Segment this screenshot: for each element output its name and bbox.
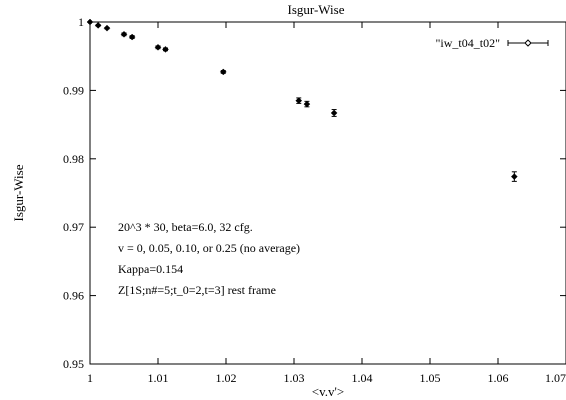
data-point bbox=[295, 97, 303, 105]
legend-label: "iw_t04_t02" bbox=[436, 36, 501, 50]
x-tick-label: 1.04 bbox=[352, 371, 373, 385]
y-tick-label: 1 bbox=[78, 15, 84, 29]
annotation-velocities: v = 0, 0.05, 0.10, or 0.25 (no average) bbox=[118, 241, 300, 255]
chart-annotations: 20^3 * 30, beta=6.0, 32 cfg. v = 0, 0.05… bbox=[118, 220, 300, 297]
y-tick-label: 0.97 bbox=[63, 220, 84, 234]
annotation-kappa: Kappa=0.154 bbox=[118, 262, 183, 276]
legend-marker bbox=[507, 39, 549, 47]
diamond-marker bbox=[295, 97, 303, 105]
data-point bbox=[103, 24, 111, 32]
data-point bbox=[86, 18, 94, 26]
diamond-marker bbox=[330, 109, 338, 117]
data-point bbox=[154, 43, 162, 51]
x-tick-label: 1.01 bbox=[148, 371, 169, 385]
data-point bbox=[330, 109, 338, 117]
diamond-marker bbox=[303, 100, 311, 108]
plot-border bbox=[89, 21, 566, 365]
y-tick-label: 0.96 bbox=[63, 289, 84, 303]
diamond-marker bbox=[120, 30, 128, 38]
x-tick-label: 1.03 bbox=[284, 371, 305, 385]
diamond-marker bbox=[219, 68, 227, 76]
diamond-marker bbox=[128, 33, 136, 41]
y-axis-ticks: 0.95 0.96 0.97 0.98 0.99 1 bbox=[63, 15, 566, 371]
data-point bbox=[510, 171, 518, 182]
data-point bbox=[120, 30, 128, 38]
x-tick-label: 1.06 bbox=[488, 371, 509, 385]
annotation-lattice: 20^3 * 30, beta=6.0, 32 cfg. bbox=[118, 220, 253, 234]
chart-title: Isgur-Wise bbox=[288, 2, 345, 17]
y-axis-label: Isgur-Wise bbox=[11, 164, 26, 221]
data-point bbox=[303, 100, 311, 108]
data-point bbox=[94, 22, 102, 29]
legend-diamond-icon bbox=[524, 39, 532, 47]
data-point bbox=[128, 33, 136, 41]
diamond-marker bbox=[94, 22, 102, 29]
x-tick-label: 1.02 bbox=[216, 371, 237, 385]
x-tick-label: 1.07 bbox=[545, 371, 566, 385]
legend: "iw_t04_t02" bbox=[436, 36, 549, 50]
x-axis-ticks: 1 1.01 1.02 1.03 1.04 1.05 1.06 1.07 bbox=[87, 22, 566, 385]
diamond-marker bbox=[162, 46, 169, 53]
x-axis-label: <v.v'> bbox=[312, 384, 344, 399]
y-tick-label: 0.99 bbox=[63, 83, 84, 97]
plot-frame bbox=[89, 21, 566, 365]
data-point bbox=[162, 46, 169, 53]
diamond-marker bbox=[103, 24, 111, 32]
data-points bbox=[86, 18, 518, 182]
diamond-marker bbox=[154, 43, 162, 51]
diamond-marker bbox=[510, 173, 518, 180]
annotation-smearing: Z[1S;n#=5;t_0=2,t=3] rest frame bbox=[118, 283, 276, 297]
diamond-marker bbox=[86, 18, 94, 26]
y-tick-label: 0.98 bbox=[63, 152, 84, 166]
y-tick-label: 0.95 bbox=[63, 357, 84, 371]
data-point bbox=[219, 68, 227, 76]
x-tick-label: 1 bbox=[87, 371, 93, 385]
x-tick-label: 1.05 bbox=[420, 371, 441, 385]
